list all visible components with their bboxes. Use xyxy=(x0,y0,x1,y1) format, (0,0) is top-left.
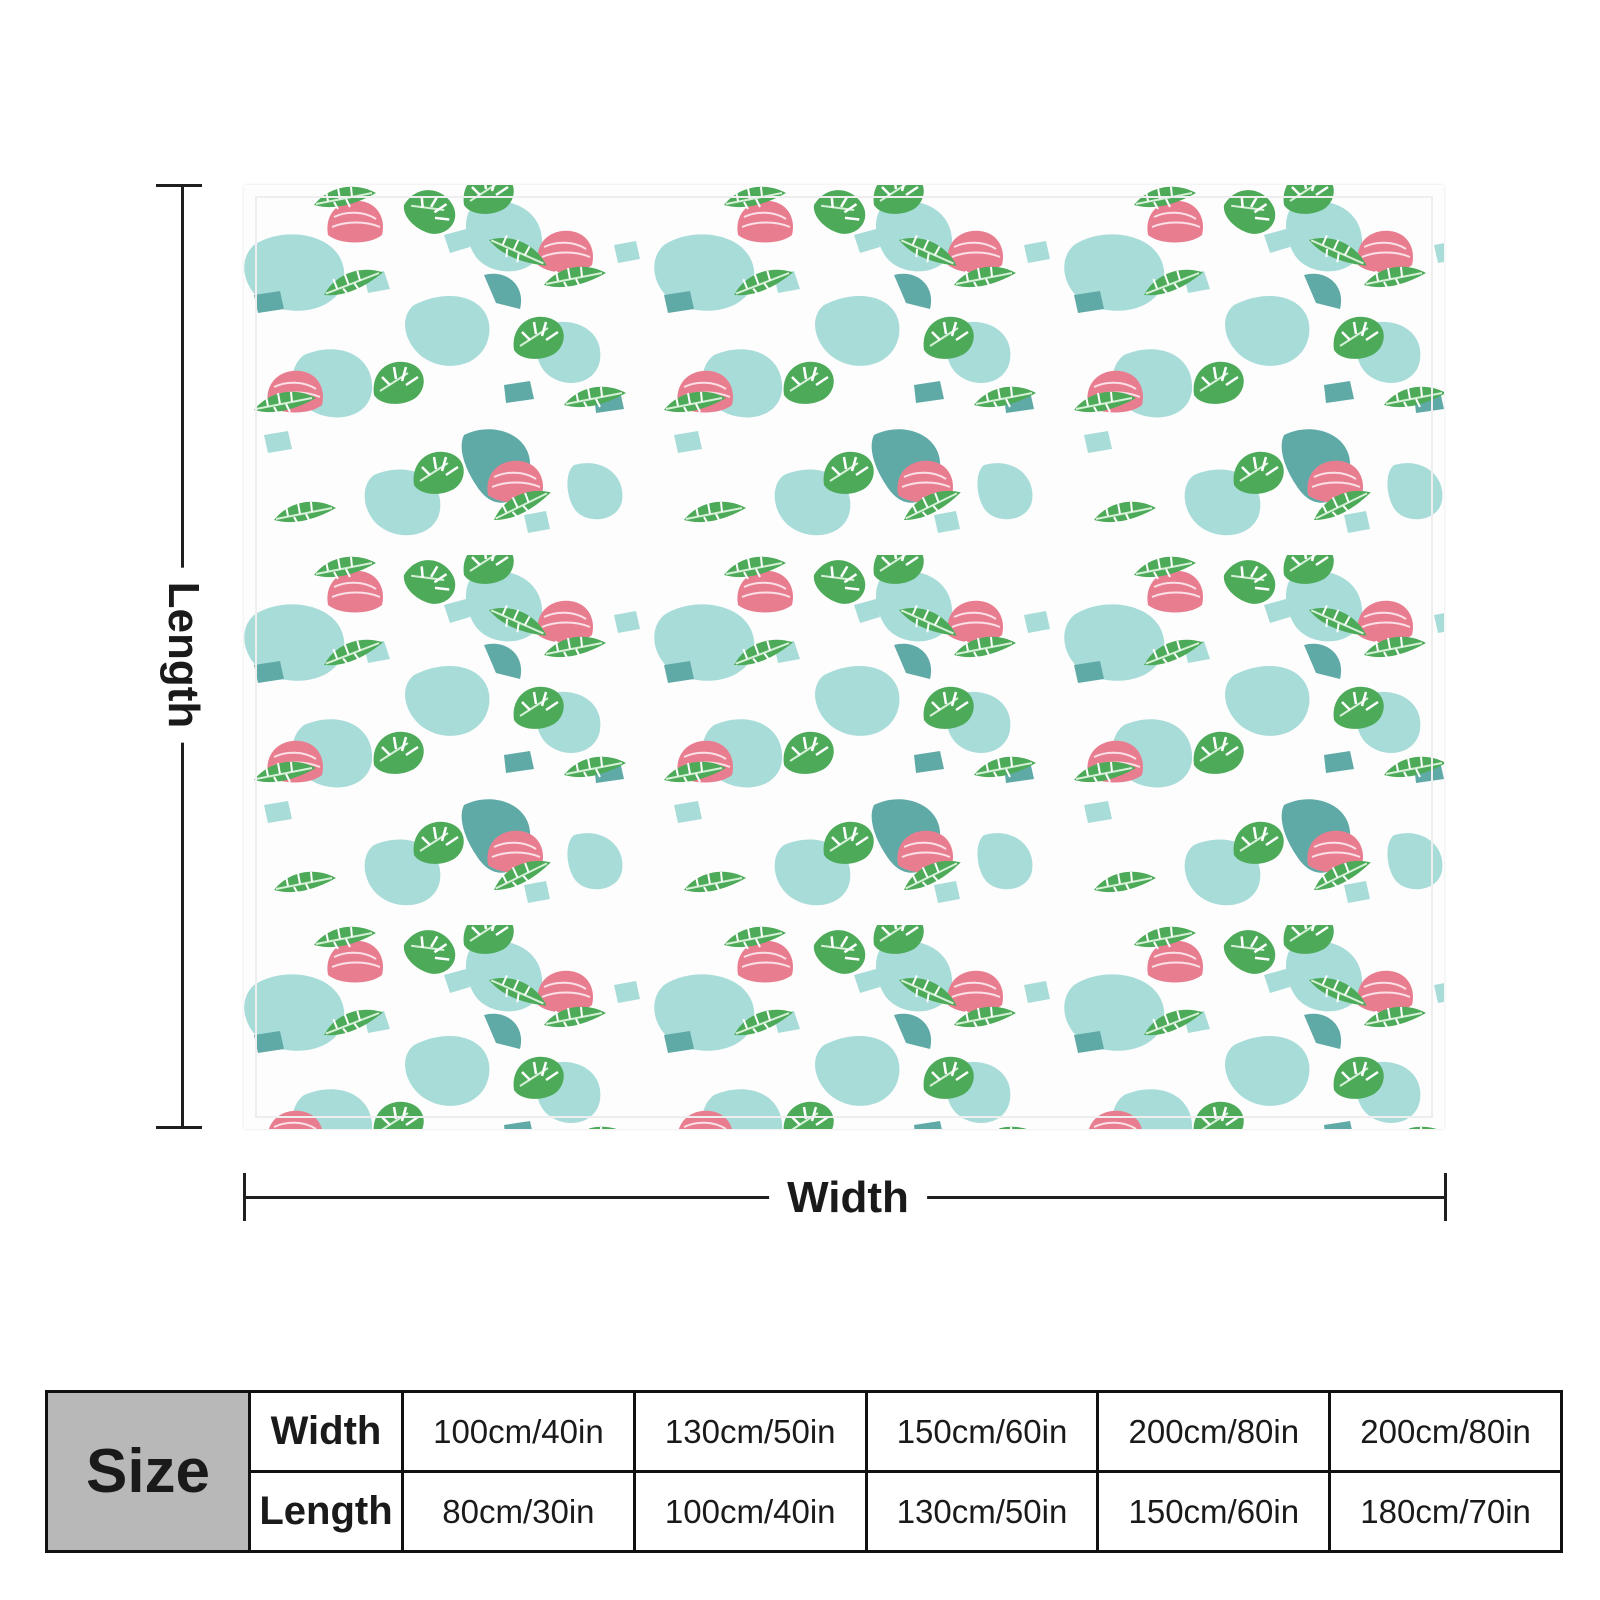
width-value-1: 100cm/40in xyxy=(401,1390,636,1473)
width-value-4: 200cm/80in xyxy=(1096,1390,1332,1473)
table-row: Length 80cm/30in 100cm/40in 130cm/50in 1… xyxy=(47,1470,1563,1553)
length-value-3: 130cm/50in xyxy=(864,1470,1100,1553)
length-label: Length xyxy=(158,567,208,743)
length-top-tick xyxy=(156,184,202,187)
length-row-label: Length xyxy=(248,1470,404,1553)
width-value-5: 200cm/80in xyxy=(1328,1390,1563,1473)
tropical-pattern xyxy=(244,185,1444,1129)
length-value-5: 180cm/70in xyxy=(1328,1470,1563,1553)
length-bottom-tick xyxy=(156,1126,202,1129)
table-row: Size Width 100cm/40in 130cm/50in 150cm/6… xyxy=(45,1390,1563,1553)
width-row-label: Width xyxy=(248,1390,404,1473)
blanket-product-image xyxy=(244,185,1444,1129)
width-label: Width xyxy=(769,1173,927,1223)
length-value-2: 100cm/40in xyxy=(632,1470,868,1553)
size-header: Size xyxy=(45,1390,251,1553)
length-value-4: 150cm/60in xyxy=(1096,1470,1332,1553)
width-value-2: 130cm/50in xyxy=(632,1390,868,1473)
length-value-1: 80cm/30in xyxy=(401,1470,636,1553)
width-value-3: 150cm/60in xyxy=(864,1390,1100,1473)
size-table: Size Width 100cm/40in 130cm/50in 150cm/6… xyxy=(45,1390,1563,1553)
